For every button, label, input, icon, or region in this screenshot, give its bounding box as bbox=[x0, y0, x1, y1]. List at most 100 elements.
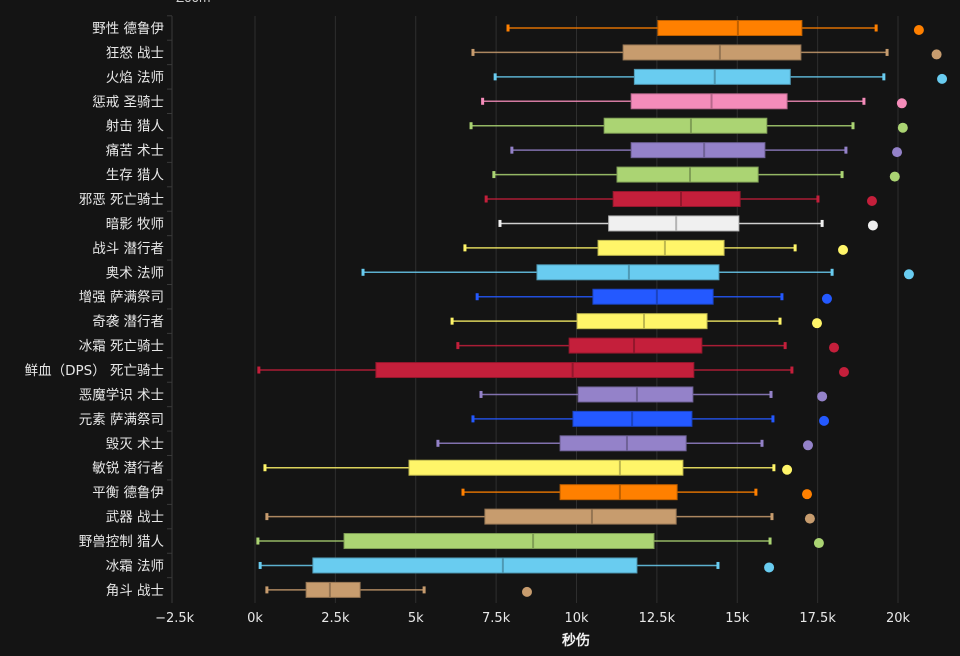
whisker-cap-min bbox=[510, 146, 514, 154]
whisker-cap-min bbox=[436, 439, 440, 447]
y-category-label: 恶魔学识 术士 bbox=[79, 387, 164, 403]
box-12 bbox=[475, 288, 832, 305]
whisker-cap-max bbox=[770, 513, 774, 521]
box-15 bbox=[257, 362, 849, 379]
iqr-box bbox=[408, 459, 684, 476]
box-7 bbox=[492, 166, 900, 183]
box-22 bbox=[256, 533, 824, 550]
whisker-cap-max bbox=[716, 561, 720, 569]
y-category-label: 奥术 法师 bbox=[106, 264, 164, 281]
y-category-label: 角斗 战士 bbox=[106, 583, 164, 599]
outlier-point bbox=[903, 269, 914, 280]
box-24 bbox=[265, 581, 532, 598]
whisker-cap-max bbox=[422, 586, 426, 594]
y-category-label: 冰霜 死亡骑士 bbox=[79, 339, 164, 355]
whisker-cap-max bbox=[769, 390, 773, 398]
box-3 bbox=[493, 68, 948, 85]
outlier-point bbox=[782, 464, 793, 475]
whisker-cap-min bbox=[484, 195, 488, 203]
whisker-cap-min bbox=[475, 293, 479, 301]
whisker-cap-max bbox=[840, 171, 844, 179]
whisker-cap-max bbox=[816, 195, 820, 203]
whisker-cap-min bbox=[256, 537, 260, 545]
y-category-label: 鲜血（DPS） 死亡骑士 bbox=[25, 363, 164, 379]
x-tick-label: −2.5k bbox=[155, 611, 195, 626]
outlier-point bbox=[811, 318, 822, 329]
y-category-label: 野性 德鲁伊 bbox=[92, 21, 164, 37]
whisker-cap-max bbox=[771, 415, 775, 423]
y-category-label: 武器 战士 bbox=[106, 510, 164, 526]
outlier-point bbox=[896, 98, 907, 109]
iqr-box bbox=[577, 386, 694, 403]
outlier-point bbox=[821, 293, 832, 304]
x-tick-label: 5k bbox=[408, 611, 424, 626]
whisker-cap-max bbox=[783, 342, 787, 350]
iqr-box bbox=[312, 557, 638, 574]
whisker-cap-min bbox=[265, 513, 269, 521]
outlier-point bbox=[889, 171, 900, 182]
whisker-cap-min bbox=[450, 317, 454, 325]
y-category-label: 毁灭 术士 bbox=[106, 436, 164, 452]
outlier-point bbox=[892, 147, 903, 158]
iqr-box bbox=[603, 117, 768, 134]
iqr-box bbox=[622, 44, 802, 61]
whisker-cap-min bbox=[361, 268, 365, 276]
whisker-cap-min bbox=[263, 464, 267, 472]
y-category-label: 惩戒 圣骑士 bbox=[92, 94, 164, 110]
iqr-box bbox=[559, 484, 678, 501]
box-8 bbox=[484, 191, 877, 208]
y-category-label: 冰霜 法师 bbox=[106, 558, 164, 574]
outlier-point bbox=[819, 415, 830, 426]
outlier-point bbox=[867, 220, 878, 231]
iqr-box bbox=[608, 215, 740, 232]
whisker-cap-min bbox=[471, 48, 475, 56]
x-axis: −2.5k 0k 2.5k 5k 7.5k 10k 12.5k 15k 17.5k 20k bbox=[155, 611, 910, 626]
whisker-cap-min bbox=[469, 122, 473, 130]
iqr-box bbox=[616, 166, 759, 183]
whisker-cap-max bbox=[780, 293, 784, 301]
outlier-point bbox=[804, 513, 815, 524]
whisker-cap-min bbox=[479, 390, 483, 398]
box-16 bbox=[479, 386, 828, 403]
whisker-cap-max bbox=[851, 122, 855, 130]
box-19 bbox=[263, 459, 793, 476]
y-category-label: 暗影 牧师 bbox=[106, 216, 164, 232]
y-category-label: 战斗 潜行者 bbox=[92, 241, 164, 257]
boxes bbox=[256, 20, 948, 598]
whisker-cap-max bbox=[772, 464, 776, 472]
iqr-box bbox=[305, 581, 361, 598]
whisker-cap-max bbox=[790, 366, 794, 374]
y-category-label: 邪恶 死亡骑士 bbox=[79, 192, 164, 208]
iqr-box bbox=[343, 533, 655, 550]
whisker-cap-max bbox=[862, 97, 866, 105]
whisker-cap-min bbox=[481, 97, 485, 105]
y-category-label: 生存 猎人 bbox=[106, 168, 165, 184]
outlier-point bbox=[838, 244, 849, 255]
x-tick-label: 15k bbox=[725, 611, 750, 626]
x-tick-label: 17.5k bbox=[799, 611, 836, 626]
iqr-box bbox=[612, 191, 741, 208]
whisker-cap-min bbox=[492, 171, 496, 179]
outlier-point bbox=[764, 562, 775, 573]
whisker-cap-max bbox=[768, 537, 772, 545]
box-21 bbox=[265, 508, 815, 525]
whisker-cap-min bbox=[257, 366, 261, 374]
iqr-box bbox=[568, 337, 703, 354]
y-category-label: 平衡 德鲁伊 bbox=[92, 485, 164, 501]
box-9 bbox=[498, 215, 878, 232]
whisker-cap-max bbox=[778, 317, 782, 325]
iqr-box bbox=[592, 288, 714, 305]
whisker-cap-min bbox=[498, 219, 502, 227]
x-tick-label: 2.5k bbox=[321, 611, 350, 626]
box-1 bbox=[506, 20, 924, 36]
whisker-cap-min bbox=[506, 24, 510, 32]
y-category-label: 奇袭 潜行者 bbox=[92, 313, 164, 330]
whisker-cap-max bbox=[844, 146, 848, 154]
outlier-point bbox=[829, 342, 840, 353]
box-4 bbox=[481, 93, 907, 110]
box-13 bbox=[450, 313, 822, 330]
whisker-cap-min bbox=[493, 73, 497, 81]
box-17 bbox=[471, 410, 830, 427]
